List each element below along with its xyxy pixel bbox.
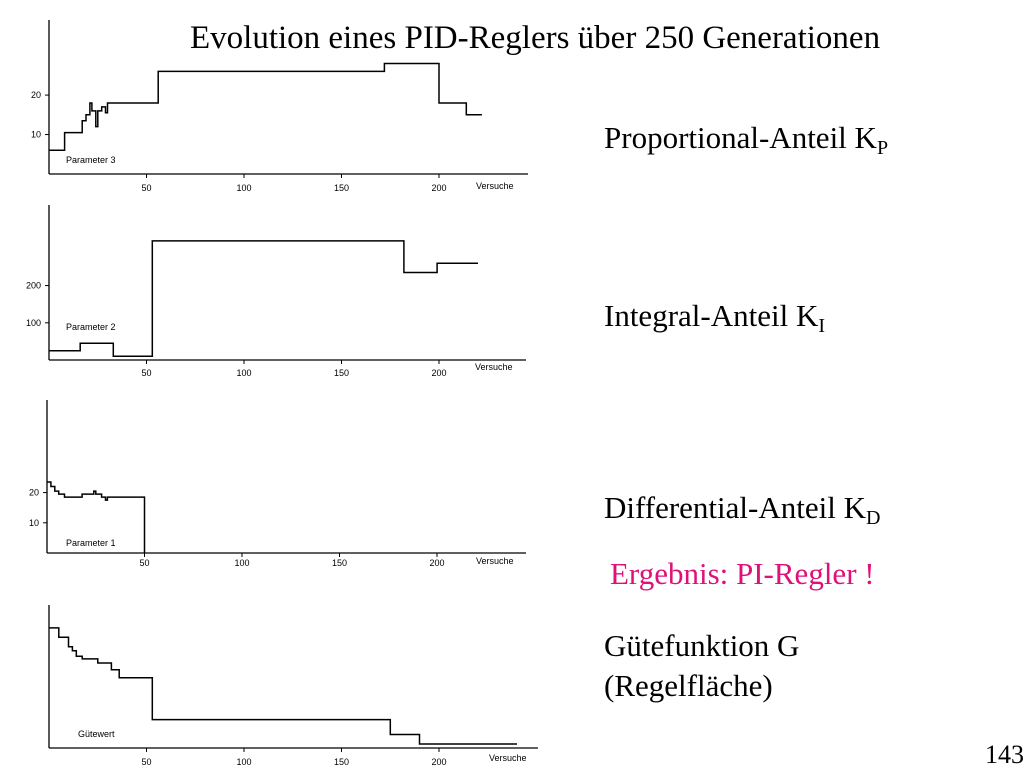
y-tick-label-10: 10 [29, 518, 39, 528]
x-tick-label-100: 100 [236, 183, 251, 193]
label-differential-text: Differential-Anteil K [604, 490, 866, 525]
series-line-3 [47, 481, 146, 553]
label-regelflaeche: (Regelfläche) [604, 668, 773, 703]
series-line-4 [49, 627, 517, 745]
page-number: 143 [985, 740, 1024, 769]
x-axis-title: Versuche [476, 181, 514, 191]
y-tick-label-20: 20 [31, 90, 41, 100]
y-tick-label-100: 100 [26, 318, 41, 328]
x-tick-label-150: 150 [334, 183, 349, 193]
label-guetefunktion: Gütefunktion G [604, 628, 800, 663]
y-tick-label-200: 200 [26, 281, 41, 291]
x-axis-title: Versuche [476, 556, 514, 566]
x-tick-label-150: 150 [334, 368, 349, 378]
x-tick-label-50: 50 [141, 183, 151, 193]
x-tick-label-100: 100 [234, 558, 249, 568]
label-proportional: Proportional-Anteil KP [604, 120, 889, 159]
x-tick-label-100: 100 [236, 757, 251, 767]
x-tick-label-200: 200 [431, 183, 446, 193]
x-tick-label-200: 200 [431, 757, 446, 767]
series-label: Parameter 3 [66, 155, 116, 165]
y-tick-label-20: 20 [29, 488, 39, 498]
slide-title: Evolution eines PID-Reglers über 250 Gen… [190, 20, 881, 56]
x-tick-label-100: 100 [236, 368, 251, 378]
x-axis-title: Versuche [475, 362, 513, 372]
y-tick-label-10: 10 [31, 130, 41, 140]
series-label: Parameter 1 [66, 538, 116, 548]
label-proportional-text: Proportional-Anteil K [604, 120, 877, 155]
label-result: Ergebnis: PI-Regler ! [610, 556, 875, 591]
label-integral-sub: I [818, 315, 826, 337]
label-differential-sub: D [865, 507, 881, 529]
series-line-2 [49, 240, 478, 358]
x-axis-title: Versuche [489, 753, 527, 763]
x-tick-label-50: 50 [141, 368, 151, 378]
series-label: Gütewert [78, 729, 115, 739]
label-proportional-sub: P [876, 137, 889, 159]
x-tick-label-150: 150 [332, 558, 347, 568]
label-differential: Differential-Anteil KD [604, 490, 881, 529]
x-tick-label-50: 50 [141, 757, 151, 767]
series-line-1 [49, 62, 482, 152]
series-label: Parameter 2 [66, 322, 116, 332]
label-integral-text: Integral-Anteil K [604, 298, 819, 333]
x-tick-label-200: 200 [431, 368, 446, 378]
x-tick-label-200: 200 [429, 558, 444, 568]
x-tick-label-50: 50 [139, 558, 149, 568]
x-tick-label-150: 150 [334, 757, 349, 767]
label-integral: Integral-Anteil KI [604, 298, 826, 337]
